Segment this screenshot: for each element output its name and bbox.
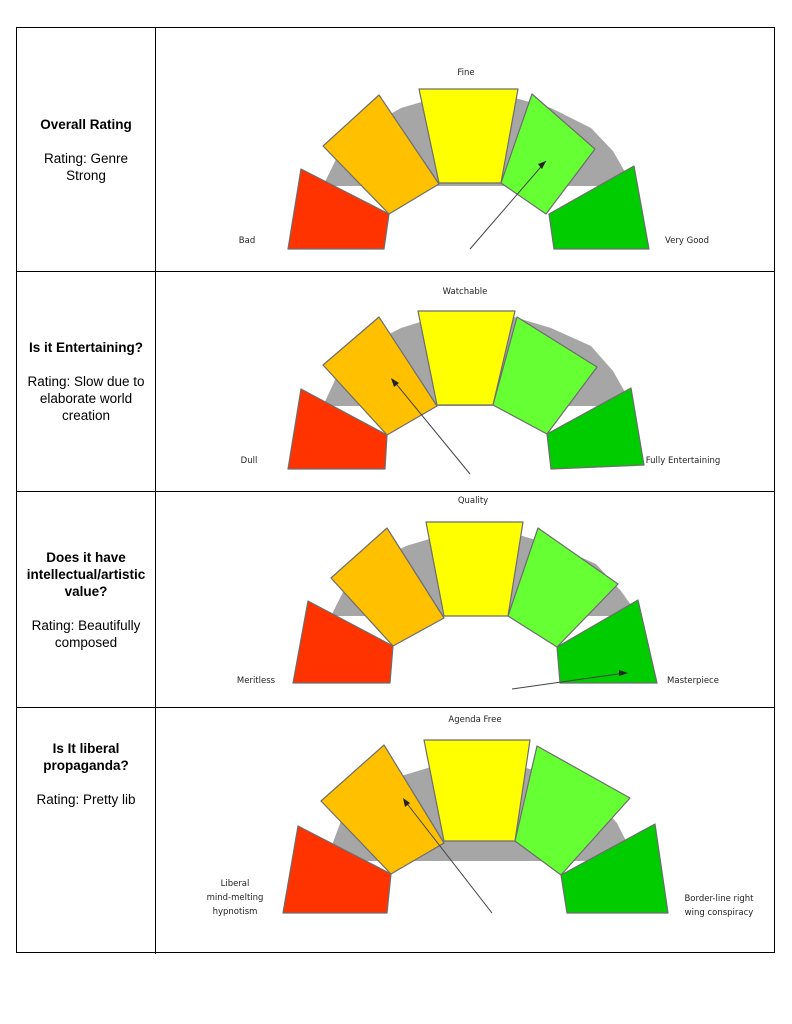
gauge-label-right-line1: Border-line right — [684, 894, 754, 904]
gauge-segment-bad — [287, 388, 388, 470]
needle-arrowhead — [403, 798, 410, 807]
gauge-segment-best — [548, 165, 650, 250]
rating-table: Overall Rating Rating: Genre Strong Fine… — [16, 27, 775, 954]
criterion-cell: Is It liberal propaganda? Rating: Pretty… — [17, 708, 156, 954]
needle-arrowhead — [619, 670, 628, 676]
gauge-segment-bad — [287, 168, 390, 250]
gauge-label-left: Bad — [239, 236, 255, 246]
rating-gauge: Fine Bad Very Good — [239, 68, 709, 250]
gauge-needle — [469, 160, 547, 250]
table-row: Does it have intellectual/artistic value… — [17, 492, 774, 708]
gauge-needle — [392, 379, 471, 475]
gauge-label-top: Agenda Free — [448, 715, 501, 725]
gauge-needle — [511, 672, 626, 690]
rating-gauge: Watchable Dull Fully Entertaining — [241, 287, 721, 475]
gauge-label-right: Fully Entertaining — [646, 456, 721, 466]
criterion-rating: Rating: Slow due to elaborate world crea… — [27, 374, 145, 423]
rating-gauge: Quality Meritless Masterpiece — [237, 496, 719, 690]
gauge-segment-bad — [292, 600, 394, 684]
gauge-cell: Fine Bad Very Good — [156, 28, 774, 271]
gauge-cell: Agenda Free Liberal mind-melting hypnoti… — [156, 708, 774, 954]
needle-arrowhead — [391, 378, 399, 387]
gauge-segment-high — [500, 93, 596, 215]
gauge-label-top: Watchable — [443, 287, 488, 297]
gauge-label-right: Very Good — [665, 236, 709, 246]
gauge-cell: Quality Meritless Masterpiece — [156, 492, 774, 707]
criterion-rating: Rating: Beautifully composed — [31, 617, 141, 650]
gauge-segment-low — [322, 94, 440, 215]
gauge-segment-low — [320, 744, 445, 875]
criterion-cell: Overall Rating Rating: Genre Strong — [17, 28, 156, 271]
gauge-label-right-line2: wing conspiracy — [685, 908, 754, 918]
gauge-segment-low — [322, 316, 438, 436]
gauge-segment-best — [560, 823, 669, 914]
gauge-label-top: Quality — [458, 496, 488, 506]
gauge-segment-low — [330, 527, 445, 647]
criterion-cell: Is it Entertaining? Rating: Slow due to … — [17, 272, 156, 491]
table-row: Is It liberal propaganda? Rating: Pretty… — [17, 708, 774, 954]
table-row: Overall Rating Rating: Genre Strong Fine… — [17, 28, 774, 272]
criterion-question: Overall Rating — [40, 116, 132, 132]
criterion-question: Does it have intellectual/artistic value… — [26, 549, 146, 599]
needle-arrowhead — [538, 161, 546, 169]
gauge-label-top: Fine — [457, 68, 474, 78]
rating-gauge: Agenda Free Liberal mind-melting hypnoti… — [207, 715, 755, 918]
gauge-segment-bad — [282, 825, 392, 914]
criterion-rating: Rating: Pretty lib — [36, 792, 136, 807]
gauge-label-left-line1: Liberal — [221, 879, 250, 889]
gauge-label-left-line3: hypnotism — [213, 907, 258, 917]
gauge-label-left-line2: mind-melting — [207, 893, 264, 903]
gauge-segment-best — [556, 599, 658, 684]
criterion-cell: Does it have intellectual/artistic value… — [17, 492, 156, 707]
gauge-needle — [404, 800, 493, 914]
criterion-question: Is It liberal propaganda? — [43, 741, 129, 773]
gauge-label-left: Meritless — [237, 676, 276, 686]
table-row: Is it Entertaining? Rating: Slow due to … — [17, 272, 774, 492]
gauge-label-left: Dull — [241, 456, 258, 466]
criterion-question: Is it Entertaining? — [28, 340, 143, 355]
gauge-segment-best — [546, 387, 645, 470]
gauge-label-right: Masterpiece — [667, 676, 719, 686]
criterion-rating: Rating: Genre Strong — [43, 150, 129, 183]
gauge-cell: Watchable Dull Fully Entertaining — [156, 272, 774, 491]
